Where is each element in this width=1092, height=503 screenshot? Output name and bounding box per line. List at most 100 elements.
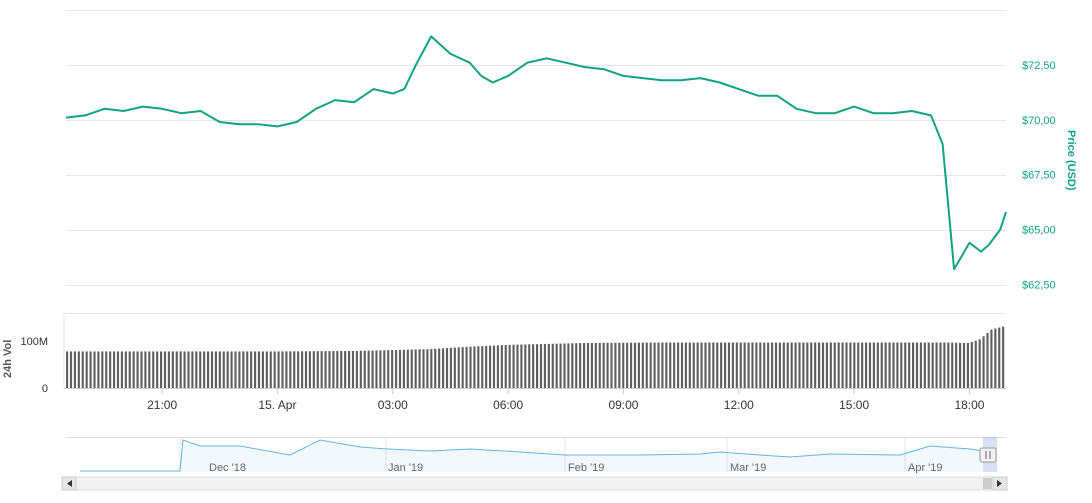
volume-bar — [285, 351, 288, 388]
volume-bar — [332, 351, 335, 388]
volume-bar — [524, 344, 527, 388]
volume-bar — [786, 342, 789, 388]
volume-bar — [422, 349, 425, 388]
volume-bar — [430, 349, 433, 388]
volume-bar — [434, 348, 437, 388]
volume-bar — [536, 344, 539, 388]
volume-bar — [324, 351, 327, 388]
volume-bar — [383, 350, 386, 388]
volume-bar — [175, 351, 178, 388]
volume-axis-ticks: 0 100M — [20, 336, 48, 395]
volume-bar — [218, 351, 221, 388]
volume-bar — [575, 343, 578, 388]
volume-bar — [966, 342, 969, 388]
volume-bar — [136, 351, 139, 388]
volume-bar — [653, 342, 656, 388]
volume-bar — [461, 347, 464, 388]
volume-bar — [301, 351, 304, 388]
volume-bar — [853, 342, 856, 388]
volume-bar — [140, 351, 143, 388]
volume-bar — [586, 342, 590, 388]
volume-bar — [254, 351, 257, 388]
volume-bar — [355, 350, 358, 388]
volume-bar — [547, 343, 550, 388]
volume-bar — [308, 351, 311, 388]
volume-bar — [426, 349, 429, 388]
volume-bar — [101, 351, 104, 388]
volume-bar — [132, 351, 135, 388]
volume-bar — [735, 342, 738, 388]
volume-bar — [481, 346, 484, 388]
volume-bar — [156, 351, 159, 388]
volume-bar — [344, 351, 347, 388]
volume-bar — [289, 351, 292, 388]
volume-bar — [203, 351, 206, 388]
volume-bar — [998, 327, 1001, 388]
volume-bar — [449, 347, 452, 388]
volume-bar — [512, 344, 515, 388]
volume-bar — [794, 342, 797, 388]
volume-bar — [559, 343, 562, 388]
volume-bar — [261, 351, 264, 388]
price-axis-title: Price (USD) — [1065, 130, 1077, 191]
volume-axis-title: 24h Vol — [2, 340, 14, 378]
volume-bar — [661, 342, 664, 388]
volume-bar — [539, 344, 543, 388]
navigator-series-line — [80, 439, 984, 472]
volume-tick-label: 0 — [42, 383, 48, 395]
volume-bar — [453, 347, 456, 388]
volume-bar — [641, 342, 644, 388]
volume-bar — [387, 350, 390, 388]
volume-bar — [563, 343, 566, 388]
volume-bar — [395, 349, 398, 388]
volume-bar — [606, 342, 609, 388]
volume-bar — [304, 351, 308, 388]
volume-bar — [892, 342, 895, 388]
volume-bar — [755, 342, 758, 388]
price-gridlines — [63, 10, 1006, 389]
volume-bar — [508, 344, 511, 388]
volume-bar — [798, 342, 801, 388]
volume-bar — [955, 342, 958, 388]
volume-bar — [222, 351, 225, 388]
volume-bar — [477, 346, 480, 388]
volume-bar — [328, 351, 331, 388]
volume-bar — [731, 342, 734, 388]
navigator[interactable]: Dec '18 Jan '19 Feb '19 Mar '19 Apr '19 — [66, 437, 1006, 474]
volume-bar — [747, 342, 750, 388]
time-tick-label: 15. Apr — [258, 398, 296, 412]
volume-bar — [657, 342, 660, 388]
volume-bar — [492, 345, 496, 388]
volume-bar — [93, 351, 96, 388]
volume-bar — [152, 351, 155, 388]
navigator-handle[interactable] — [979, 447, 997, 463]
volume-bar — [160, 351, 163, 388]
price-series — [65, 35, 1007, 271]
volume-bar — [673, 342, 676, 388]
volume-bar — [485, 345, 488, 388]
volume-bar — [81, 351, 84, 388]
volume-bar — [473, 346, 476, 388]
volume-bar — [904, 342, 907, 388]
volume-bar — [692, 342, 695, 388]
volume-bar — [528, 344, 531, 388]
time-tick-label: 03:00 — [378, 398, 408, 412]
volume-bar — [590, 342, 593, 388]
volume-bar — [336, 351, 339, 388]
price-tick-label: $70,00 — [1022, 115, 1056, 127]
navigator-month-label: Feb '19 — [568, 462, 604, 474]
volume-bar — [618, 342, 621, 388]
volume-bar — [191, 351, 194, 388]
scroll-thumb[interactable] — [983, 478, 992, 489]
navigator-scrollbar[interactable] — [61, 476, 1008, 491]
volume-bar — [465, 346, 468, 388]
volume-bar — [555, 343, 558, 388]
volume-bar — [410, 349, 413, 388]
volume-bar — [504, 344, 507, 388]
volume-bar — [774, 342, 778, 388]
volume-bar — [265, 351, 268, 388]
price-line — [65, 35, 1007, 271]
volume-bar — [85, 351, 88, 388]
volume-bar — [414, 349, 417, 388]
volume-bar — [865, 342, 868, 388]
